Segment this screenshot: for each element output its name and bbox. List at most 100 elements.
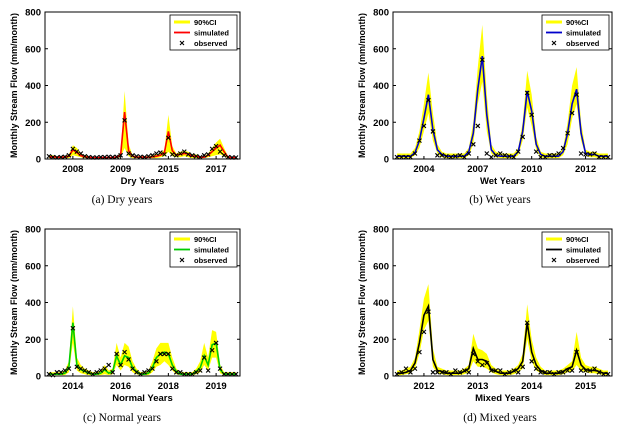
observed-marker: [475, 123, 481, 129]
x-tick-label: 2008: [62, 164, 83, 175]
observed-marker: [493, 152, 499, 158]
y-axis-label: Monthly Stream Flow (mm/month): [9, 13, 19, 158]
observed-marker: [225, 154, 231, 160]
observed-marker: [399, 154, 404, 160]
observed-marker: [126, 151, 131, 156]
observed-marker: [158, 351, 163, 357]
observed-marker: [213, 340, 219, 346]
observed-marker: [58, 154, 64, 160]
observed-marker: [542, 154, 548, 160]
legend-observed-swatch: [179, 257, 185, 263]
observed-marker: [511, 154, 517, 160]
observed-marker: [217, 149, 223, 155]
observed-marker: [46, 371, 52, 377]
x-tick-label: 2018: [158, 381, 179, 392]
observed-marker: [74, 364, 80, 370]
observed-marker: [46, 153, 52, 159]
observed-marker: [197, 368, 203, 373]
observed-marker: [592, 366, 597, 372]
y-tick-label: 0: [36, 155, 41, 166]
observed-marker: [479, 362, 485, 368]
legend-label: 90%CI: [566, 18, 589, 27]
panel-caption: (c) Normal years: [83, 412, 161, 424]
legend-label: simulated: [566, 29, 601, 38]
observed-marker: [547, 152, 553, 158]
simulated-line: [397, 303, 608, 375]
observed-marker: [479, 57, 485, 63]
observed-marker: [417, 349, 422, 355]
observed-marker: [197, 154, 203, 160]
chart-panel-2: 0 200 400 600 800 2004 2007 2010 2012 Wet Years Mo…: [357, 8, 613, 206]
observed-marker: [520, 134, 526, 140]
observed-marker: [403, 366, 409, 372]
observed-marker: [493, 368, 499, 373]
observed-marker: [146, 153, 151, 159]
observed-marker: [106, 154, 112, 160]
observed-marker: [448, 154, 454, 160]
observed-marker: [538, 369, 544, 375]
observed-marker: [421, 123, 427, 129]
observed-marker: [150, 366, 155, 372]
observed-marker: [426, 97, 431, 103]
observed-marker: [126, 357, 131, 362]
observed-marker: [556, 369, 562, 375]
observed-marker: [150, 152, 155, 158]
observed-marker: [497, 368, 503, 373]
observed-marker: [78, 151, 84, 156]
observed-marker: [605, 154, 611, 160]
observed-marker: [430, 129, 436, 134]
observed-marker: [560, 369, 566, 375]
legend-observed-swatch: [179, 40, 185, 46]
observed-marker: [181, 149, 187, 155]
observed-marker: [452, 153, 458, 159]
x-axis-label: Wet Years: [480, 176, 525, 187]
y-tick-label: 200: [373, 335, 389, 346]
observed-marker: [217, 366, 223, 372]
observed-marker: [185, 152, 191, 157]
observed-marker: [209, 146, 215, 152]
observed-marker: [403, 154, 409, 160]
observed-marker: [448, 371, 454, 377]
legend-observed-swatch: [551, 257, 557, 263]
observed-marker: [185, 371, 191, 377]
legend-label: simulated: [566, 246, 601, 255]
observed-marker: [533, 149, 539, 155]
observed-marker: [461, 368, 467, 373]
observed-marker: [565, 368, 570, 373]
observed-marker: [583, 152, 588, 157]
observed-marker: [435, 152, 440, 158]
observed-marker: [122, 349, 127, 355]
observed-marker: [533, 366, 539, 372]
observed-marker: [475, 358, 481, 364]
observed-marker: [110, 154, 116, 160]
observed-marker: [412, 366, 418, 372]
observed-marker: [457, 152, 463, 158]
observed-marker: [161, 351, 167, 357]
x-tick-label: 2012: [413, 381, 434, 392]
observed-marker: [118, 152, 124, 158]
observed-marker: [82, 153, 88, 159]
observed-marker: [189, 371, 195, 377]
observed-marker: [50, 154, 56, 160]
observed-marker: [154, 358, 159, 364]
observed-marker: [488, 368, 494, 373]
observed-marker: [70, 325, 76, 331]
y-tick-label: 0: [36, 372, 41, 383]
y-tick-label: 400: [25, 81, 41, 92]
simulated-line: [49, 112, 236, 159]
observed-marker: [596, 369, 602, 375]
observed-marker: [574, 92, 579, 98]
chart-panel-3: 0 200 400 600 800 2014 2016 2018 2019 Normal Year…: [9, 225, 241, 424]
panel-caption: (b) Wet years: [469, 194, 531, 206]
y-tick-label: 600: [25, 44, 41, 55]
observed-marker: [173, 369, 179, 375]
observed-marker: [98, 368, 104, 373]
observed-marker: [470, 351, 476, 357]
observed-marker: [94, 369, 100, 375]
y-axis-label: Monthly Stream Flow (mm/month): [357, 13, 367, 158]
observed-marker: [54, 369, 60, 375]
legend-label: simulated: [194, 29, 229, 38]
ci-band: [49, 91, 236, 159]
observed-marker: [66, 152, 72, 158]
y-tick-label: 200: [373, 118, 389, 129]
